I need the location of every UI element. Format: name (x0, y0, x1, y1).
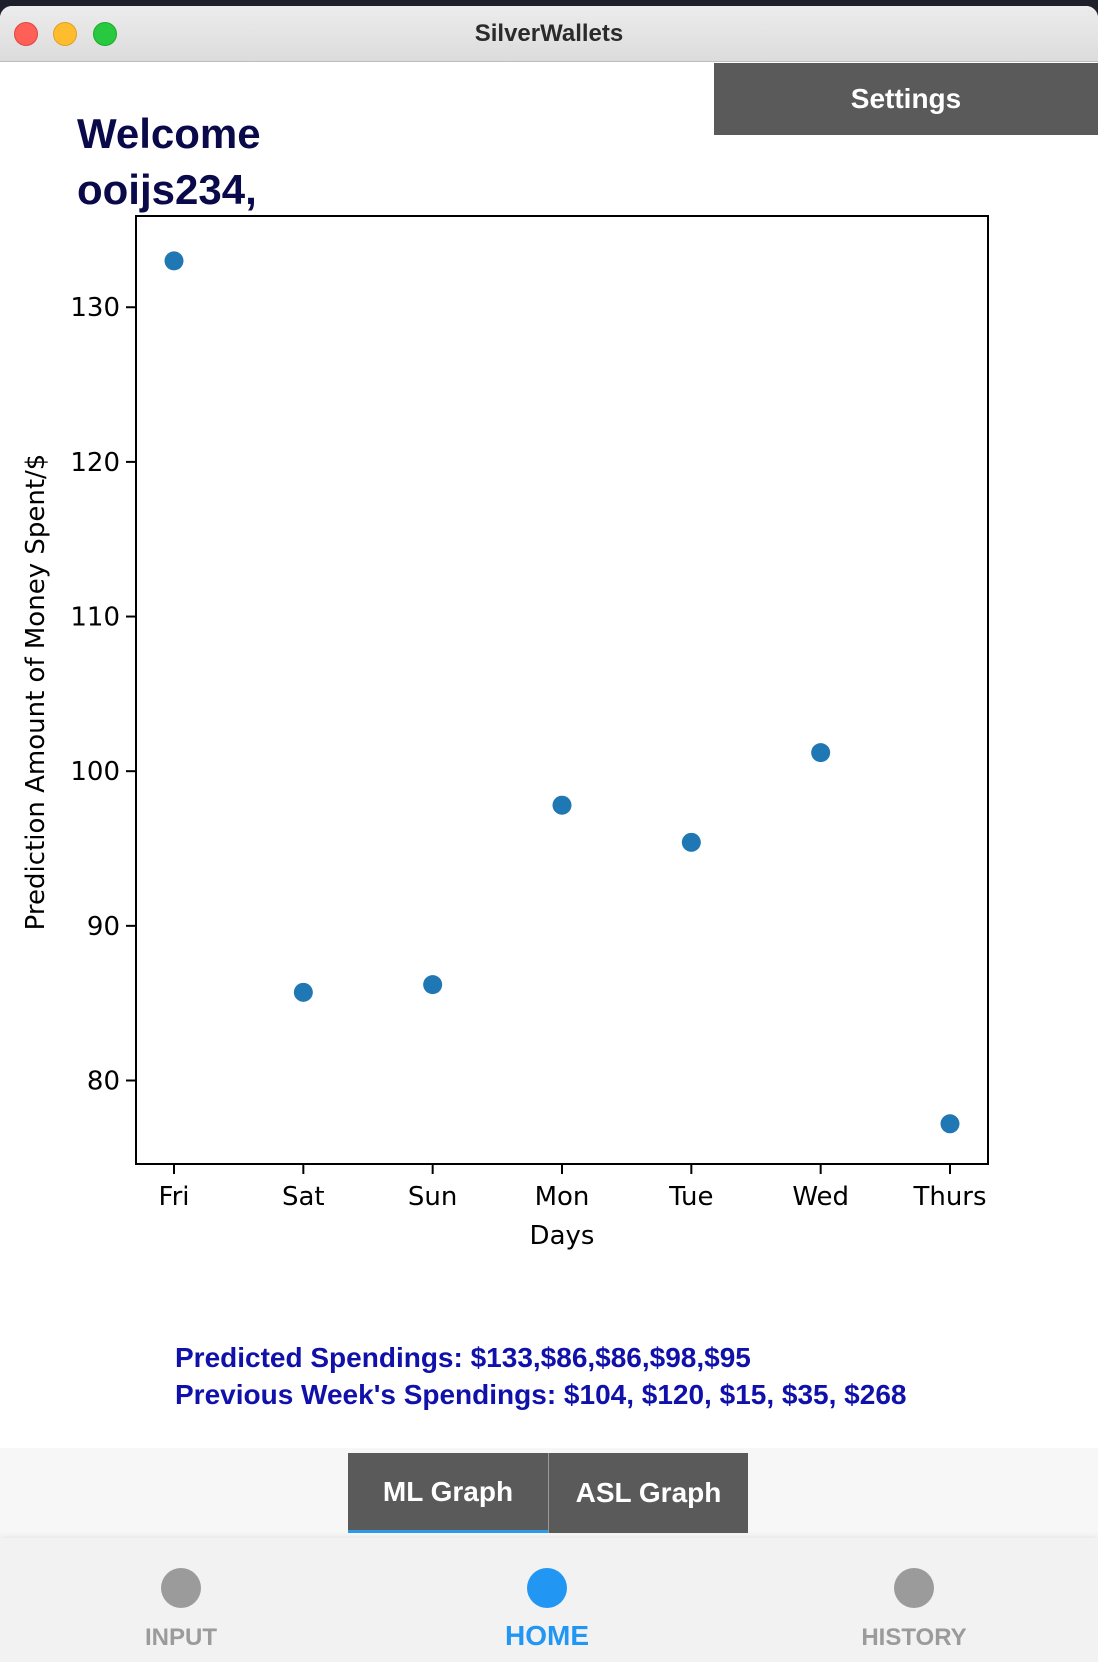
nav-history-label: HISTORY (861, 1624, 967, 1651)
data-point (940, 1114, 960, 1134)
welcome-line: Welcome (77, 110, 261, 157)
predicted-spendings: Predicted Spendings: $133,$86,$86,$98,$9… (175, 1342, 751, 1373)
x-tick-label: Sun (408, 1182, 457, 1212)
welcome-heading: Welcome ooijs234, (77, 106, 397, 218)
y-tick-label: 100 (70, 757, 120, 787)
x-tick-label: Tue (668, 1182, 713, 1212)
window-title: SilverWallets (474, 20, 624, 47)
graph-tabs: ML Graph ASL Graph (0, 1448, 1098, 1538)
x-tick-label: Fri (159, 1182, 190, 1212)
spending-scatter-chart: 80 90 100 110 120 130 Fri Sat Sun Mon Tue Wed Thurs D… (21, 215, 989, 1251)
x-tick-label: Thurs (912, 1182, 986, 1212)
previous-spendings: Previous Week's Spendings: $104, $120, $… (175, 1379, 907, 1410)
data-point (164, 251, 184, 271)
data-point (552, 795, 572, 815)
y-tick-label: 90 (87, 912, 120, 942)
history-icon (894, 1568, 934, 1608)
nav-input[interactable]: INPUT (61, 1538, 301, 1662)
title-bar: SilverWallets (0, 6, 1098, 62)
nav-history[interactable]: HISTORY (794, 1538, 1034, 1662)
x-tick-label: Wed (792, 1182, 849, 1212)
nav-home[interactable]: HOME (427, 1538, 667, 1662)
plot-frame (135, 215, 989, 1165)
input-icon (161, 1568, 201, 1608)
data-point (811, 743, 831, 763)
data-point (293, 982, 313, 1002)
app-window: SilverWallets Settings Welcome ooijs234,… (0, 6, 1098, 1662)
x-tick-label: Sat (282, 1182, 325, 1212)
tab-ml-graph[interactable]: ML Graph (348, 1453, 548, 1533)
y-tick-label: 130 (70, 293, 120, 323)
tab-asl-graph[interactable]: ASL Graph (549, 1453, 748, 1533)
y-axis-label: Prediction Amount of Money Spent/$ (21, 454, 51, 931)
y-tick-label: 120 (70, 448, 120, 478)
minimize-window-button[interactable] (53, 22, 77, 46)
x-axis-label: Days (530, 1221, 595, 1251)
nav-input-label: INPUT (145, 1624, 217, 1651)
y-tick-label: 80 (87, 1066, 120, 1096)
nav-home-label: HOME (505, 1620, 589, 1651)
spendings-summary: Predicted Spendings: $133,$86,$86,$98,$9… (175, 1339, 906, 1413)
maximize-window-button[interactable] (93, 22, 117, 46)
username-line: ooijs234, (77, 166, 257, 213)
tab-divider (548, 1453, 549, 1533)
settings-button[interactable]: Settings (714, 63, 1098, 135)
data-point (681, 832, 701, 852)
data-point (423, 975, 443, 995)
x-tick-label: Mon (535, 1182, 590, 1212)
home-icon (527, 1568, 567, 1608)
close-window-button[interactable] (14, 22, 38, 46)
y-tick-label: 110 (70, 603, 120, 633)
bottom-navigation: INPUT HOME HISTORY (0, 1538, 1098, 1662)
